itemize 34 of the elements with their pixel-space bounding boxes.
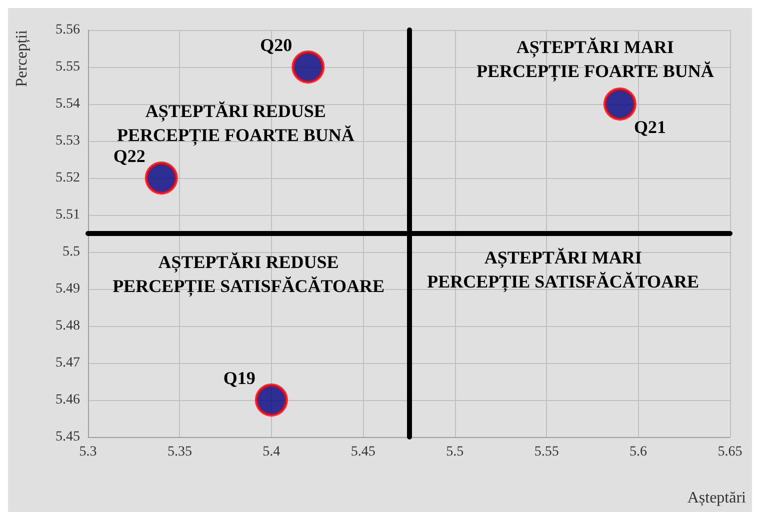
x-tick-label: 5.6	[630, 444, 648, 460]
x-tick-label: 5.4	[262, 444, 280, 460]
y-tick-label: 5.54	[56, 96, 80, 112]
y-tick-label: 5.55	[56, 60, 80, 74]
annotation: Q22	[113, 146, 146, 166]
y-tick-label: 5.47	[56, 356, 80, 370]
annotation: Q21	[634, 117, 666, 137]
x-tick-label: 5.45	[350, 444, 376, 460]
annotation: AȘTEPTĂRI MARI PERCEPȚIE FOARTE BUNĂ	[476, 36, 714, 82]
y-tick-label: 5.52	[56, 170, 80, 186]
annotation: AȘTEPTĂRI MARI PERCEPȚIE SATISFĂCĂTOARE	[427, 248, 700, 293]
annotation: AȘTEPTĂRI REDUSE PERCEPȚIE SATISFĂCĂTOARE	[112, 252, 384, 297]
y-tick-label: 5.53	[56, 134, 80, 148]
point	[254, 384, 288, 416]
x-tick-label: 5.35	[167, 444, 192, 460]
y-tick-label: 5.46	[56, 392, 80, 408]
x-tick-label: 5.55	[534, 444, 559, 460]
annotation: Q19	[223, 368, 256, 388]
x-tick-label: 5.65	[718, 444, 742, 460]
annotation: Q20	[260, 35, 292, 55]
y-tick-label: 5.5	[62, 244, 80, 260]
y-tick-label: 5.51	[56, 208, 80, 222]
y-tick-label: 5.49	[56, 282, 80, 296]
x-axis-title: Așteptări	[687, 490, 747, 506]
x-tick-label: 5.3	[79, 444, 97, 460]
point	[603, 88, 636, 120]
y-tick-label: 5.48	[56, 318, 80, 334]
y-tick-label: 5.45	[56, 430, 80, 444]
x-tick-label: 5.5	[446, 444, 464, 460]
y-tick-label: 5.56	[56, 22, 80, 38]
annotation: AȘTEPTĂRI REDUSE PERCEPȚIE FOARTE BUNĂ	[116, 101, 354, 146]
y-axis-title: Percepții	[14, 29, 30, 87]
point	[292, 50, 325, 84]
point	[144, 162, 178, 194]
